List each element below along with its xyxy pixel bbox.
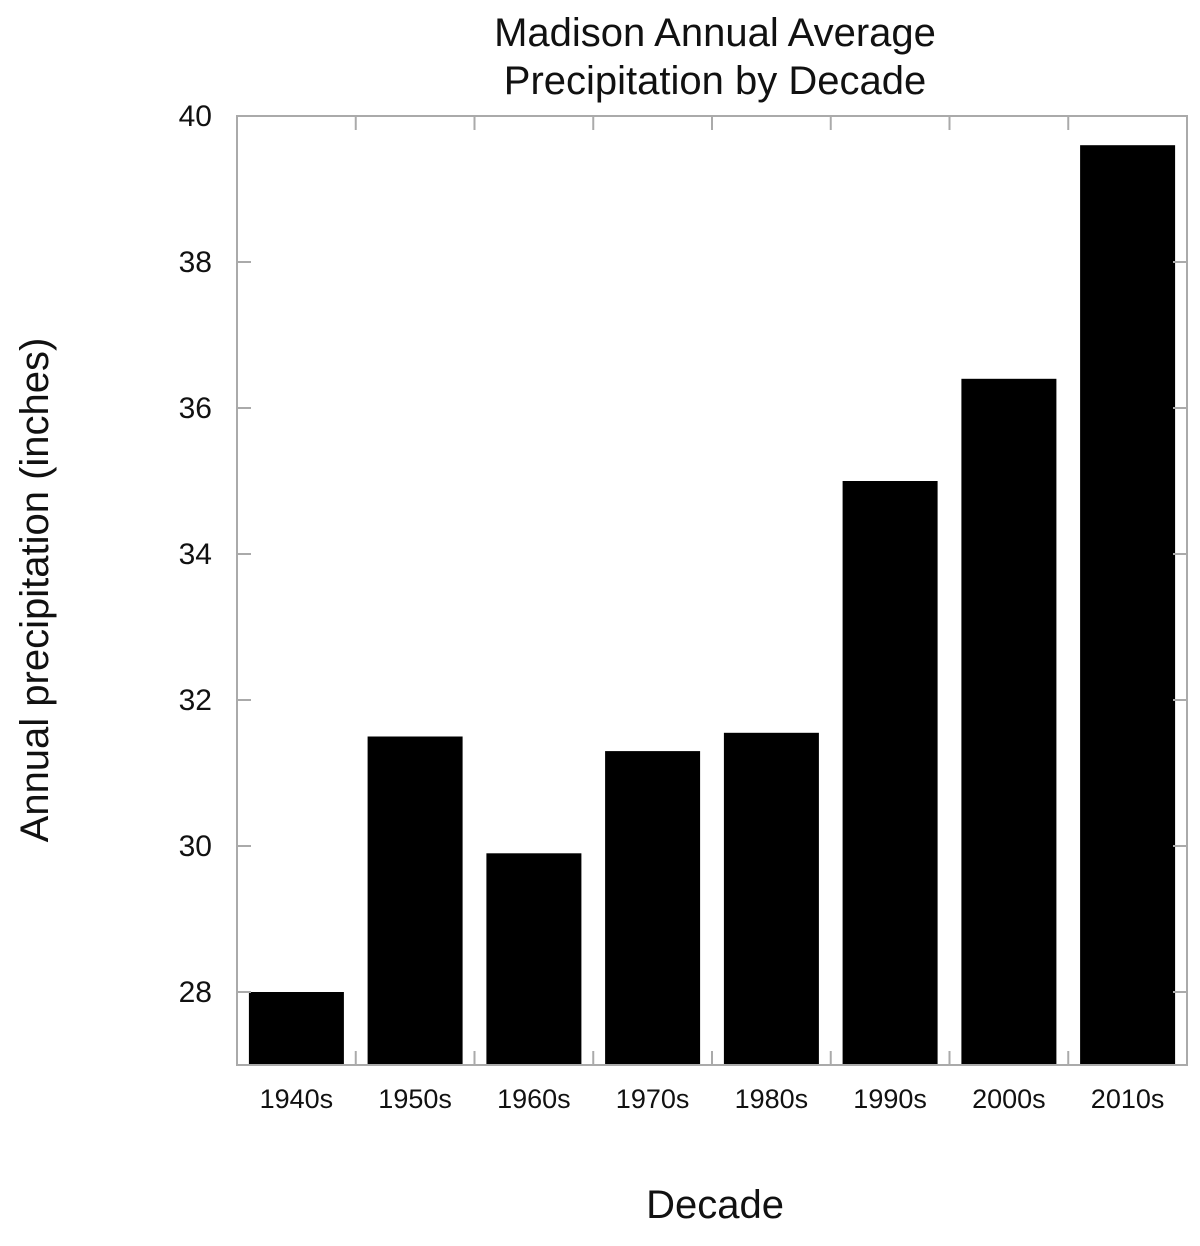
bar-1950s (367, 736, 463, 1065)
x-tick-label: 1940s (260, 1084, 334, 1114)
x-tick-label: 2000s (972, 1084, 1046, 1114)
bar-1980s (723, 732, 819, 1065)
title-line-2: Precipitation by Decade (504, 59, 926, 103)
y-tick-label: 30 (179, 830, 212, 863)
bar-1960s (486, 853, 582, 1065)
bar-1940s (248, 992, 344, 1065)
bar-1970s (605, 751, 701, 1065)
x-tick-label: 1960s (497, 1084, 571, 1114)
y-axis-label: Annual precipitation (inches) (13, 338, 57, 843)
y-axis-tick-labels: 28 30 32 34 36 38 40 (179, 100, 212, 1009)
bar-1990s (842, 481, 938, 1065)
x-axis-label: Decade (646, 1183, 784, 1227)
bars (248, 145, 1176, 1065)
x-tick-label: 2010s (1091, 1084, 1165, 1114)
y-tick-label: 36 (179, 392, 212, 425)
y-tick-label: 32 (179, 684, 212, 717)
x-tick-label: 1970s (616, 1084, 690, 1114)
bar-2000s (961, 378, 1057, 1065)
x-tick-label: 1950s (378, 1084, 452, 1114)
axis-ticks (237, 115, 1187, 1065)
x-axis-tick-labels: 1940s 1950s 1960s 1970s 1980s 1990s 2000s 2010s (260, 1084, 1165, 1114)
chart-title: Madison Annual Average Precipitation by … (494, 11, 936, 103)
x-tick-label: 1990s (853, 1084, 927, 1114)
y-tick-label: 34 (179, 538, 212, 571)
bar-2010s (1080, 145, 1176, 1065)
y-tick-label: 28 (179, 976, 212, 1009)
y-tick-label: 38 (179, 246, 212, 279)
y-tick-label: 40 (179, 100, 212, 133)
x-tick-label: 1980s (735, 1084, 809, 1114)
title-line-1: Madison Annual Average (494, 11, 936, 55)
